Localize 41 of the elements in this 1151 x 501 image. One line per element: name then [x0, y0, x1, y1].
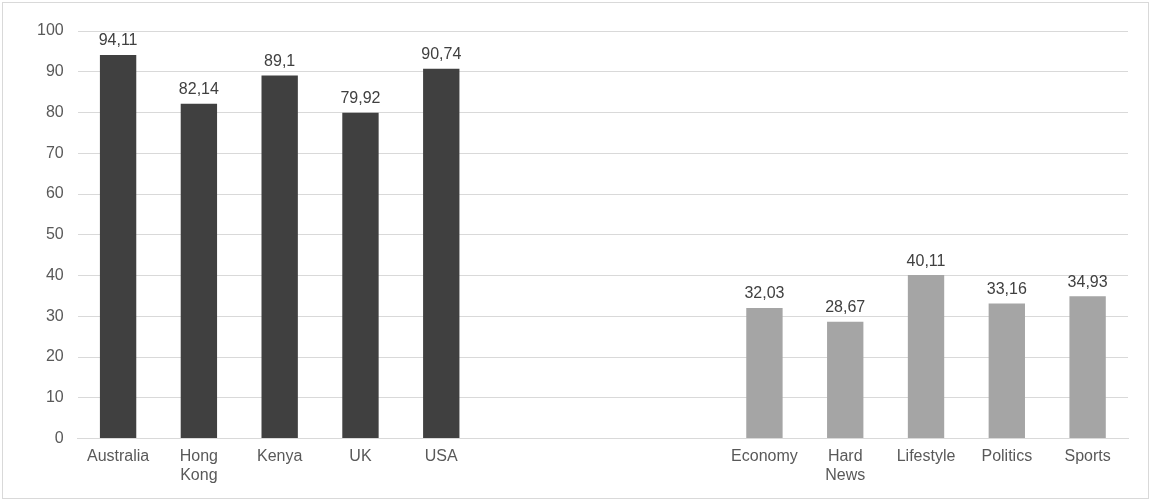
x-tick-label: Sports	[1064, 446, 1111, 464]
bar	[1069, 296, 1106, 439]
bar	[261, 75, 298, 439]
bar	[423, 68, 460, 439]
y-tick-label: 40	[45, 265, 64, 283]
y-tick-label: 10	[45, 388, 64, 406]
bar	[827, 321, 864, 439]
x-tick-label: Hong Kong	[179, 446, 219, 483]
x-tick-label: UK	[349, 446, 372, 464]
data-label: 94,11	[98, 31, 138, 49]
y-tick-label: 90	[45, 62, 64, 80]
data-label: 40,11	[906, 251, 946, 269]
y-tick-label: 30	[45, 306, 64, 324]
data-label: 82,14	[178, 80, 219, 98]
y-tick-label: 20	[45, 347, 64, 365]
data-label: 34,93	[1067, 272, 1108, 290]
y-tick-label: 60	[45, 184, 64, 202]
x-tick-label: Politics	[981, 446, 1033, 464]
y-tick-label: 50	[45, 225, 64, 243]
data-label: 33,16	[986, 279, 1027, 297]
x-tick-label: Hard News	[825, 446, 866, 483]
bar	[746, 308, 783, 439]
data-label: 28,67	[825, 298, 866, 316]
y-tick-label: 0	[54, 429, 64, 447]
bar	[907, 275, 945, 439]
bar	[180, 103, 218, 439]
x-tick-label: Australia	[86, 446, 150, 464]
x-tick-label: USA	[424, 446, 459, 464]
data-label: 79,92	[340, 89, 381, 107]
data-label: 90,74	[421, 45, 462, 63]
y-tick-label: 100	[36, 21, 64, 39]
y-tick-label: 70	[45, 143, 64, 161]
x-tick-label: Economy	[731, 446, 798, 464]
data-label: 32,03	[744, 284, 785, 302]
bar	[342, 112, 379, 439]
bar	[99, 55, 137, 439]
y-tick-label: 80	[45, 102, 64, 120]
data-label: 89,1	[264, 51, 296, 69]
x-tick-label: Lifestyle	[896, 446, 956, 464]
bar	[988, 303, 1025, 439]
x-tick-label: Kenya	[256, 446, 303, 464]
